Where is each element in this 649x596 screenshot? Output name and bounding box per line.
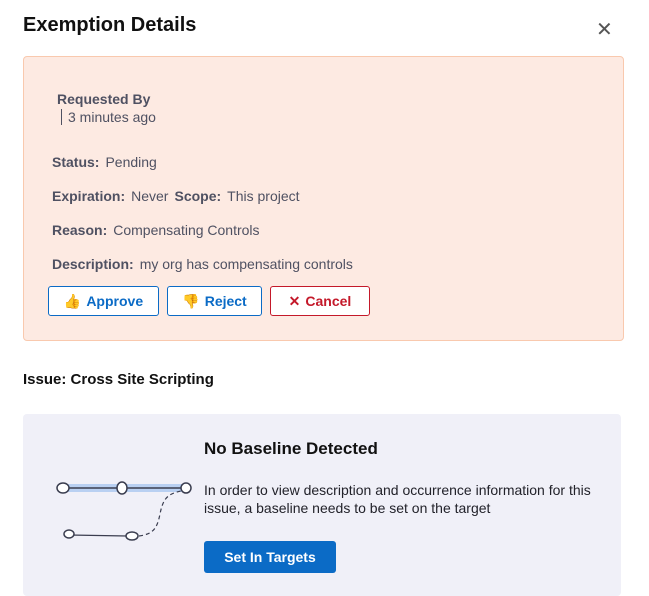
time-ago: 3 minutes ago <box>61 109 156 125</box>
reason-value: Compensating Controls <box>113 222 260 238</box>
no-baseline-description: In order to view description and occurre… <box>204 482 591 516</box>
baseline-illustration-icon <box>56 481 192 541</box>
cancel-button[interactable]: ✕ Cancel <box>270 286 370 316</box>
approve-button[interactable]: 👍 Approve <box>48 286 159 316</box>
requested-by-label: Requested By <box>57 91 151 107</box>
status-value: Pending <box>105 154 157 170</box>
thumbs-down-icon: 👎 <box>182 292 200 309</box>
reject-button[interactable]: 👎 Reject <box>167 286 262 316</box>
expiration-label: Expiration: <box>52 188 126 204</box>
status-row: Status: Pending <box>52 154 157 170</box>
reason-row: Reason: Compensating Controls <box>52 222 260 238</box>
description-value: my org has compensating controls <box>139 256 353 272</box>
close-icon[interactable]: ✕ <box>596 19 613 41</box>
thumbs-up-icon: 👍 <box>63 292 82 309</box>
description-label: Description: <box>52 256 134 272</box>
status-label: Status: <box>52 154 100 170</box>
issue-title: Issue: Cross Site Scripting <box>23 371 214 388</box>
reason-label: Reason: <box>52 222 108 238</box>
page-title: Exemption Details <box>23 14 197 36</box>
no-baseline-panel: No Baseline Detected In order to view de… <box>23 414 621 596</box>
expiration-value: Never <box>131 188 169 204</box>
approve-label: Approve <box>86 293 144 309</box>
reject-label: Reject <box>204 293 247 309</box>
exemption-card: Requested By 3 minutes ago Status: Pendin… <box>23 56 624 341</box>
description-row: Description: my org has compensating cont… <box>52 256 353 272</box>
x-icon: ✕ <box>288 292 301 309</box>
set-in-targets-button[interactable]: Set In Targets <box>204 541 336 573</box>
expiration-row: Expiration: Never Scope: This project <box>52 188 300 204</box>
no-baseline-title: No Baseline Detected <box>204 439 378 458</box>
cancel-label: Cancel <box>305 293 352 309</box>
scope-label: Scope: <box>174 188 222 204</box>
scope-value: This project <box>227 188 300 204</box>
